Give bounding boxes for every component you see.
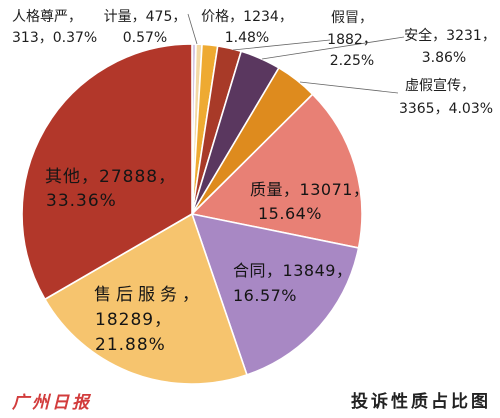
label-percent: 4.03% — [449, 101, 493, 117]
data-label-contract: 合同，13849， 16.57% — [233, 261, 352, 305]
label-separator: ， — [432, 28, 446, 44]
label-line: 3365，4.03% — [399, 101, 493, 117]
label-line: 售后服务， — [94, 285, 204, 305]
label-line: 其他，27888， — [45, 167, 176, 187]
label-separator: ， — [81, 167, 99, 187]
leader-line-counterfeit — [232, 39, 331, 51]
label-value: 475 — [146, 9, 173, 25]
label-category: 虚假宣传 — [405, 78, 461, 94]
newspaper-logo-watermark: 广州日报 — [11, 393, 92, 413]
label-separator: ， — [461, 78, 475, 94]
label-category: 安全 — [404, 27, 432, 44]
label-separator: ， — [154, 310, 172, 330]
label-line: 1.48% — [225, 30, 269, 46]
data-label-after-sales-service: 售后服务， 18289， 21.88% — [94, 285, 204, 355]
label-value: 27888 — [99, 167, 158, 187]
data-label-counterfeit: 假冒， 1882， 2.25% — [327, 10, 377, 69]
leader-line-false-advertising — [299, 81, 399, 94]
label-category: 假冒 — [331, 10, 359, 26]
label-line: 15.64% — [258, 204, 322, 223]
label-separator: ， — [336, 261, 353, 280]
label-category: 价格 — [201, 9, 229, 25]
leader-line-measurement — [187, 13, 198, 45]
data-label-safety: 安全，3231， 3.86% — [404, 27, 496, 66]
label-percent: 15.64% — [258, 204, 322, 223]
label-value: 13849 — [283, 261, 336, 280]
slice-after-sales-service — [44, 213, 248, 385]
chart-title: 投诉性质占比图 — [351, 391, 491, 412]
data-label-false-advertising: 虚假宣传， 3365，4.03% — [399, 78, 493, 117]
label-category: 合同 — [233, 261, 266, 280]
label-value: 13071 — [300, 180, 353, 199]
label-line: 3.86% — [422, 50, 466, 66]
label-line: 1882， — [327, 32, 377, 48]
label-category: 计量 — [104, 9, 132, 25]
data-label-price: 价格，1234， 1.48% — [201, 9, 293, 46]
label-separator: ， — [229, 9, 243, 25]
label-separator: ， — [435, 101, 449, 117]
label-separator: ， — [158, 167, 176, 187]
leader-lines — [187, 13, 405, 94]
label-line: 33.36% — [46, 191, 117, 211]
label-separator: ， — [68, 9, 82, 25]
pie — [21, 43, 363, 385]
label-percent: 16.57% — [233, 286, 297, 305]
label-category: 人格尊严 — [12, 8, 68, 25]
label-separator: ， — [172, 9, 186, 25]
label-separator: ， — [363, 32, 377, 48]
label-line: 质量，13071， — [250, 180, 369, 199]
label-percent: 33.36% — [46, 191, 117, 211]
label-separator: ， — [39, 30, 53, 46]
label-separator: ， — [482, 28, 496, 44]
data-label-personal-dignity: 人格尊严， 313，0.37% — [12, 8, 97, 46]
slice-other — [21, 43, 193, 301]
label-line: 计量，475， — [104, 9, 187, 25]
label-category: 其他 — [45, 167, 81, 187]
label-percent: 1.48% — [225, 30, 269, 46]
label-percent: 2.25% — [330, 53, 374, 69]
label-separator: ， — [182, 285, 204, 305]
label-separator: ， — [266, 261, 283, 280]
label-category: 售后服务 — [94, 285, 182, 305]
label-value: 18289 — [95, 310, 154, 330]
label-separator: ， — [283, 180, 300, 199]
label-value: 3365 — [399, 101, 435, 117]
label-line: 313，0.37% — [12, 30, 97, 46]
label-percent: 3.86% — [422, 50, 466, 66]
label-line: 假冒， — [331, 10, 373, 26]
slice-quality — [191, 93, 363, 249]
data-label-quality: 质量，13071， 15.64% — [250, 180, 369, 223]
label-line: 2.25% — [330, 53, 374, 69]
label-line: 16.57% — [233, 286, 297, 305]
label-line: 虚假宣传， — [405, 78, 475, 94]
label-value: 3231 — [446, 28, 482, 44]
label-separator: ， — [353, 180, 370, 199]
label-line: 安全，3231， — [404, 27, 496, 44]
data-label-other: 其他，27888， 33.36% — [45, 167, 176, 211]
label-line: 合同，13849， — [233, 261, 352, 280]
label-line: 0.57% — [123, 30, 167, 46]
label-line: 21.88% — [95, 335, 166, 355]
label-line: 价格，1234， — [201, 9, 293, 25]
label-separator: ， — [359, 10, 373, 26]
label-value: 1234 — [243, 9, 279, 25]
label-separator: ， — [132, 9, 146, 25]
label-value: 1882 — [327, 32, 363, 48]
label-separator: ， — [279, 9, 293, 25]
label-line: 人格尊严， — [12, 8, 82, 25]
label-percent: 0.57% — [123, 30, 167, 46]
label-percent: 21.88% — [95, 335, 166, 355]
label-category: 质量 — [250, 180, 283, 199]
label-value: 313 — [12, 30, 39, 46]
label-line: 18289， — [95, 310, 172, 330]
label-percent: 0.37% — [53, 30, 97, 46]
data-label-measurement: 计量，475， 0.57% — [104, 9, 187, 46]
leader-line-safety — [261, 36, 405, 60]
